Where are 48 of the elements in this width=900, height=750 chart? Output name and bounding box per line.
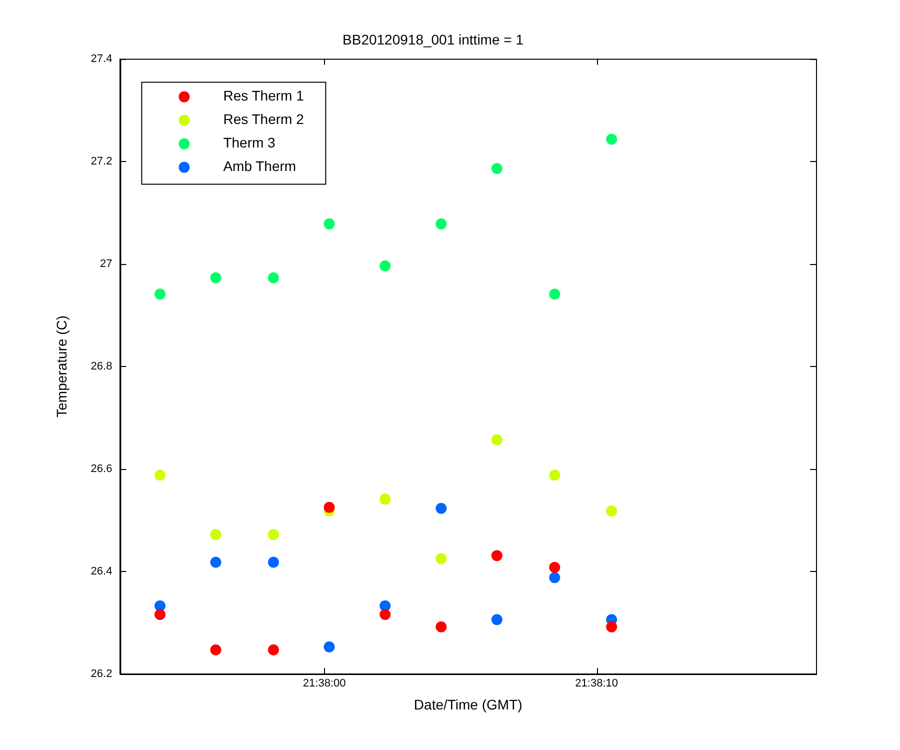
- point: [606, 505, 618, 516]
- point: [380, 494, 391, 505]
- point: [436, 502, 447, 514]
- point: [380, 260, 391, 272]
- point: [380, 609, 391, 620]
- point: [210, 529, 222, 540]
- point: [436, 218, 447, 230]
- point: [210, 272, 222, 284]
- point: [436, 553, 447, 564]
- point: [491, 434, 502, 446]
- legend-label: Res Therm 2: [223, 111, 304, 128]
- point: [210, 644, 222, 656]
- y-tick-label: 26.6: [90, 462, 112, 475]
- point: [324, 641, 335, 652]
- point: [154, 609, 166, 620]
- point: [268, 272, 279, 284]
- y-tick-label: 27.2: [90, 155, 112, 168]
- y-tick-label: 27.4: [90, 52, 112, 65]
- y-tick-label: 26.8: [90, 360, 112, 372]
- legend-label: Therm 3: [223, 134, 276, 151]
- point: [549, 470, 560, 481]
- point: [549, 572, 560, 584]
- point: [268, 556, 279, 568]
- point: [154, 470, 166, 481]
- point: [606, 134, 618, 145]
- chart-title: BB20120918_001 inttime = 1: [342, 31, 524, 48]
- point: [606, 621, 618, 632]
- point: [436, 621, 447, 632]
- y-tick-label: 26.4: [90, 566, 112, 578]
- point: [154, 288, 166, 300]
- point: [549, 562, 560, 573]
- legend-label: Res Therm 1: [223, 88, 304, 104]
- point: [549, 288, 560, 300]
- point: [491, 163, 502, 174]
- x-tick-label: 21:38:10: [575, 678, 618, 690]
- point: [491, 550, 502, 562]
- y-tick-label: 26.2: [90, 668, 112, 680]
- y-axis-title: Temperature (C): [53, 315, 70, 418]
- y-tick-label: 27: [100, 258, 112, 270]
- point: [268, 529, 279, 540]
- x-axis-title: Date/Time (GMT): [414, 696, 522, 712]
- x-tick-label: 21:38:00: [302, 678, 346, 690]
- point: [324, 218, 335, 230]
- point: [491, 614, 502, 626]
- legend-label: Amb Therm: [223, 158, 296, 174]
- point: [324, 502, 335, 513]
- point: [210, 556, 222, 568]
- point: [268, 644, 279, 656]
